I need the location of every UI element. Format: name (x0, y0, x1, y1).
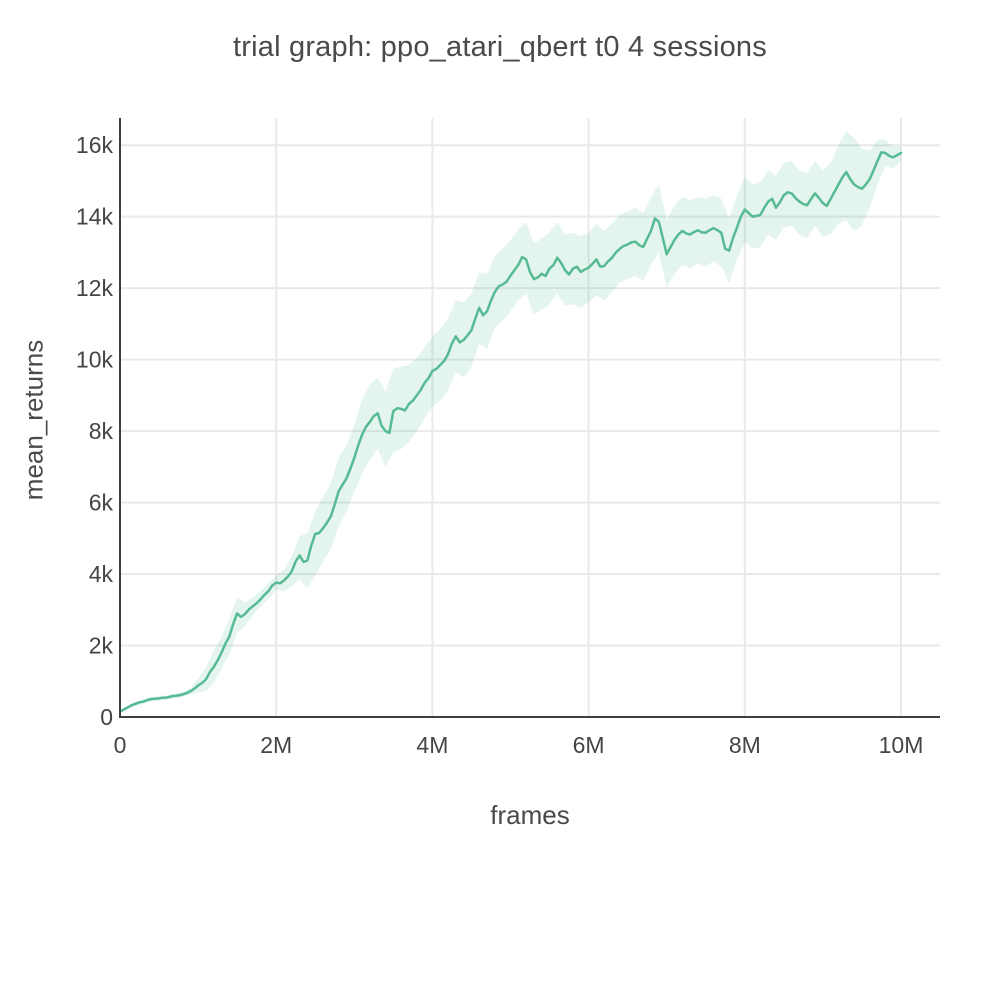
y-tick-label: 14k (76, 204, 114, 230)
x-tick-label: 4M (416, 732, 448, 758)
std-dev-band-polygon (120, 130, 901, 714)
confidence-band (120, 130, 901, 714)
y-tick-label: 4k (89, 561, 114, 587)
x-tick-label: 6M (573, 732, 605, 758)
y-tick-label: 2k (89, 633, 114, 659)
x-tick-labels: 0 2M 4M 6M 8M 10M (114, 732, 924, 758)
x-tick-label: 0 (114, 732, 127, 758)
y-tick-label: 6k (89, 490, 114, 516)
y-tick-labels: 0 2k 4k 6k 8k 10k 12k 14k 16k (76, 132, 114, 730)
mean-returns-line (118, 151, 903, 713)
mean-returns-path (118, 151, 903, 713)
gridlines (120, 118, 940, 717)
x-tick-label: 2M (260, 732, 292, 758)
y-tick-label: 10k (76, 347, 114, 373)
y-tick-label: 16k (76, 132, 114, 158)
y-tick-label: 0 (100, 704, 113, 730)
y-tick-label: 12k (76, 275, 114, 301)
x-tick-label: 10M (879, 732, 924, 758)
x-axis-title: frames (490, 800, 570, 830)
axis-spines (119, 118, 940, 718)
x-tick-label: 8M (729, 732, 761, 758)
chart-title: trial graph: ppo_atari_qbert t0 4 sessio… (233, 31, 767, 63)
y-tick-label: 8k (89, 418, 114, 444)
